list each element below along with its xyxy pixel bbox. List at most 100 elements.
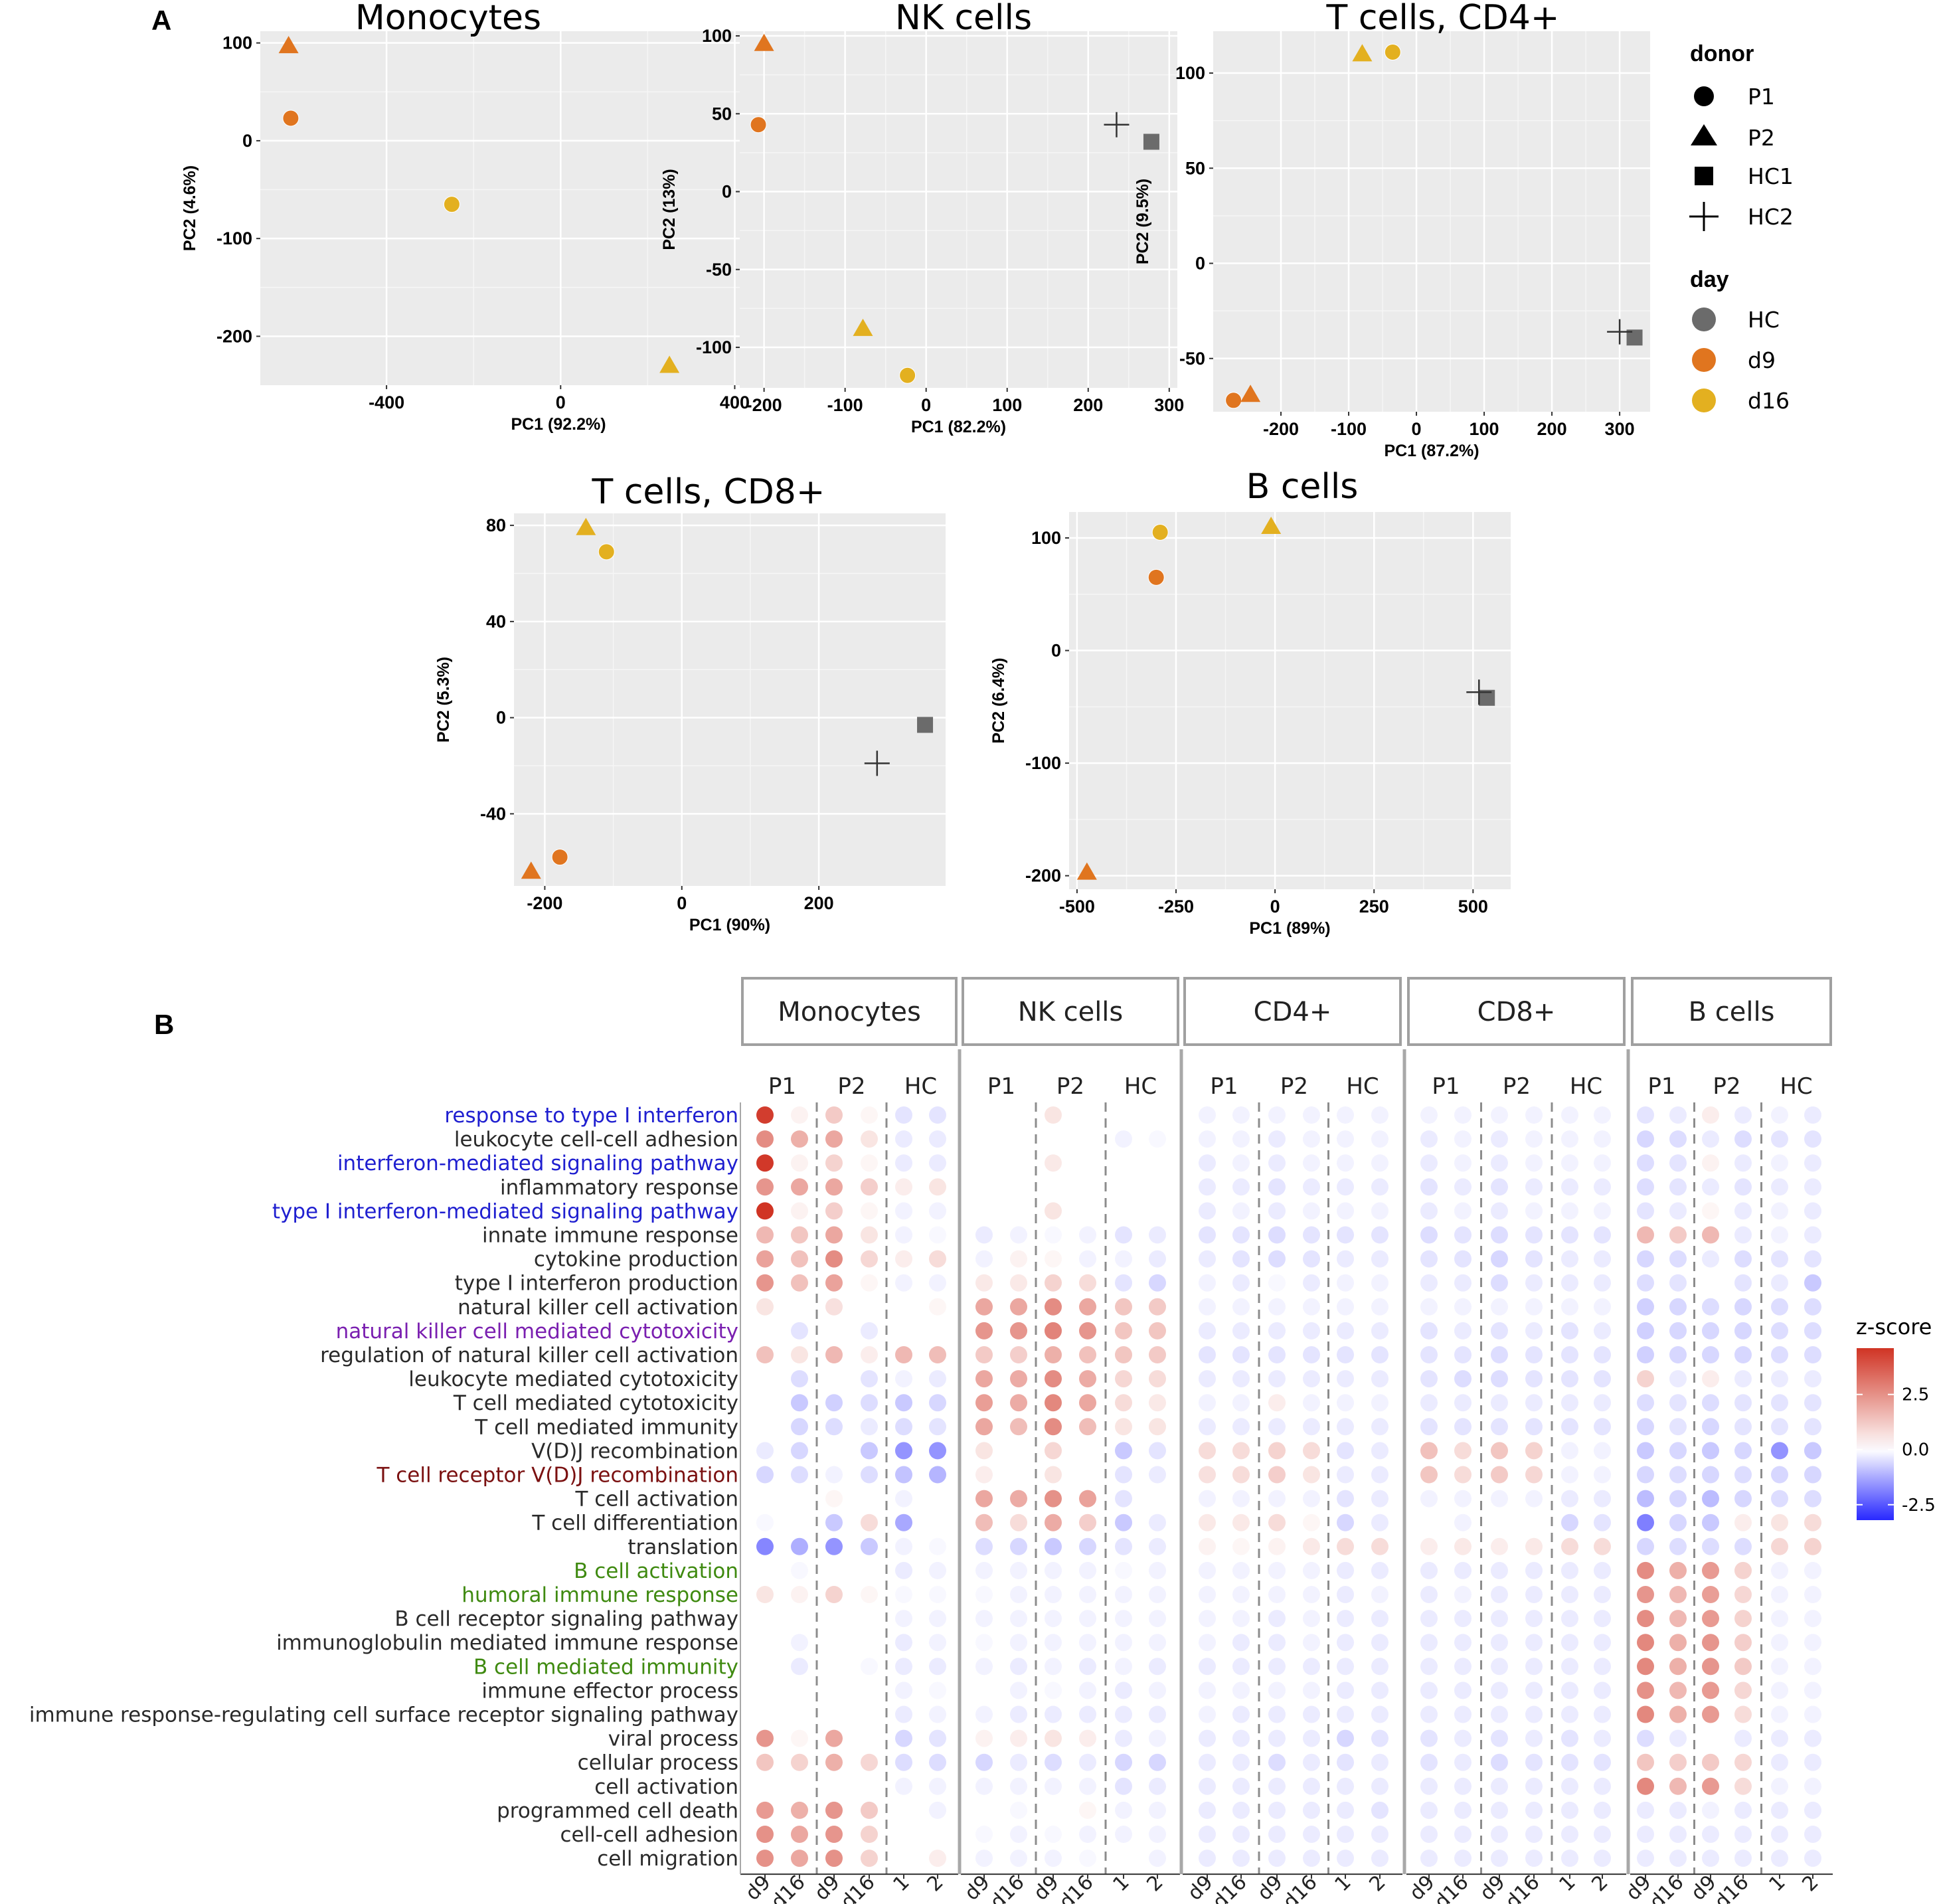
heatmap-dot (1079, 1370, 1096, 1388)
term-label: cell migration (597, 1847, 738, 1871)
term-label: cellular process (578, 1751, 738, 1775)
heatmap-dot (756, 1106, 774, 1124)
heatmap-dot (1115, 1322, 1132, 1340)
heatmap-dot (1525, 1658, 1543, 1676)
heatmap-dot (1454, 1442, 1472, 1460)
heatmap-dot (895, 1202, 912, 1220)
heatmap-dot (1594, 1753, 1611, 1771)
heatmap-dot (929, 1682, 946, 1699)
heatmap-dot (895, 1705, 912, 1723)
heatmap-dot (1337, 1490, 1354, 1508)
heatmap-dot (1010, 1298, 1027, 1316)
heatmap-dot (1804, 1442, 1821, 1460)
donor-group-label: P1 (768, 1073, 796, 1100)
heatmap-dot (1199, 1801, 1216, 1819)
heatmap-dot (895, 1418, 912, 1436)
heatmap-dot (1637, 1586, 1654, 1603)
heatmap-dot (1637, 1226, 1654, 1244)
heatmap-dot (1669, 1322, 1687, 1340)
heatmap-dot (1454, 1490, 1472, 1508)
colorbar-title: z-score (1856, 1314, 1932, 1340)
heatmap-dot (1669, 1801, 1687, 1819)
donor-group-label: P2 (1056, 1073, 1084, 1100)
x-tick-label: 0 (1412, 419, 1422, 439)
heatmap-dot (1669, 1705, 1687, 1723)
heatmap-dot (1454, 1346, 1472, 1363)
heatmap-dot (825, 1154, 843, 1172)
heatmap-dot (1702, 1370, 1719, 1388)
heatmap-dot (1115, 1106, 1132, 1124)
heatmap-dot (1771, 1130, 1788, 1148)
heatmap-dot (1045, 1537, 1062, 1555)
heatmap-dot (1079, 1490, 1096, 1508)
heatmap-dot (1268, 1298, 1286, 1316)
heatmap-dot (1010, 1777, 1027, 1795)
heatmap-dot (1594, 1274, 1611, 1292)
facet-title: CD8+ (1477, 997, 1556, 1027)
heatmap-dot (1045, 1634, 1062, 1652)
heatmap-dot (1491, 1729, 1508, 1747)
heatmap-dot (1734, 1298, 1752, 1316)
heatmap-dot (1149, 1682, 1166, 1699)
heatmap-dot (975, 1346, 993, 1363)
heatmap-dot (1804, 1394, 1821, 1412)
heatmap-dot (895, 1298, 912, 1316)
heatmap-dot (1525, 1801, 1543, 1819)
heatmap-dot (825, 1322, 843, 1340)
heatmap-dot (1491, 1178, 1508, 1196)
heatmap-dot (1420, 1226, 1438, 1244)
heatmap-dot (1303, 1202, 1320, 1220)
y-axis-label: PC2 (6.4%) (989, 657, 1008, 743)
heatmap-dot (1232, 1826, 1250, 1843)
heatmap-dot (1079, 1610, 1096, 1628)
heatmap-dot (1337, 1274, 1354, 1292)
x-tick-label: -500 (1059, 897, 1095, 916)
term-label: cell activation (594, 1775, 738, 1799)
heatmap-dot (1734, 1634, 1752, 1652)
heatmap-dot (756, 1850, 774, 1867)
heatmap-dot (1045, 1610, 1062, 1628)
heatmap-dot (929, 1729, 946, 1747)
heatmap-dot (1454, 1106, 1472, 1124)
heatmap-dot (1637, 1801, 1654, 1819)
y-tick-label: -40 (480, 804, 506, 823)
y-tick-label: -100 (1025, 753, 1061, 773)
donor-group-label: P1 (987, 1073, 1015, 1100)
heatmap-dot (1371, 1682, 1388, 1699)
term-label: translation (628, 1535, 738, 1559)
heatmap-dot (1420, 1850, 1438, 1867)
heatmap-dot (1303, 1850, 1320, 1867)
heatmap-dot (1199, 1634, 1216, 1652)
heatmap-dot (756, 1561, 774, 1579)
heatmap-dot (1199, 1610, 1216, 1628)
heatmap-dot (861, 1106, 878, 1124)
heatmap-dot (1454, 1561, 1472, 1579)
heatmap-dot (929, 1154, 946, 1172)
heatmap-dot (1045, 1586, 1062, 1603)
term-label: T cell receptor V(D)J recombination (376, 1464, 738, 1488)
x-tick-label: 400 (720, 392, 750, 412)
term-label: leukocyte cell-cell adhesion (454, 1128, 738, 1152)
heatmap-dot (1804, 1202, 1821, 1220)
heatmap-dot (1491, 1394, 1508, 1412)
heatmap-dot (1734, 1610, 1752, 1628)
x-axis-label: PC1 (87.2%) (1384, 442, 1479, 460)
heatmap-dot (1079, 1274, 1096, 1292)
heatmap-dot (1149, 1178, 1166, 1196)
heatmap-dot (1115, 1394, 1132, 1412)
heatmap-dot (1669, 1850, 1687, 1867)
heatmap-dot (1594, 1130, 1611, 1148)
heatmap-dot (1491, 1466, 1508, 1484)
heatmap-dot (1199, 1658, 1216, 1676)
heatmap-dot (756, 1178, 774, 1196)
heatmap-dot (1561, 1202, 1578, 1220)
heatmap-dot (1594, 1250, 1611, 1268)
heatmap-dot (1371, 1729, 1388, 1747)
heatmap-dot (1561, 1490, 1578, 1508)
heatmap-dot (1268, 1346, 1286, 1363)
heatmap-dot (1079, 1466, 1096, 1484)
heatmap-dot (1669, 1466, 1687, 1484)
heatmap-dot (1525, 1634, 1543, 1652)
facet-strip (962, 977, 1179, 1046)
term-label: immune effector process (481, 1679, 738, 1703)
